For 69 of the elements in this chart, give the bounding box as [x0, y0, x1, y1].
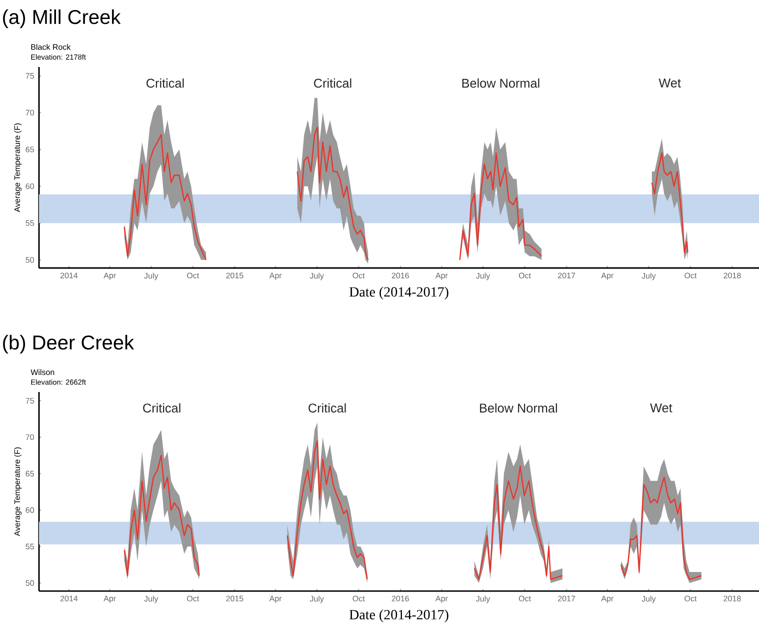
y-tick-label: 50 — [26, 580, 34, 586]
x-tick-label: July — [310, 272, 324, 280]
x-tick-label: 2018 — [724, 596, 741, 602]
x-tick-label: Apr — [601, 272, 614, 280]
x-tick-label: July — [476, 596, 490, 604]
y-axis-title: Average Temperature (F) — [14, 123, 22, 212]
y-axis-title: Average Temperature (F) — [14, 447, 22, 536]
line-series — [124, 454, 200, 576]
y-tick-label: 75 — [26, 398, 34, 404]
x-tick-label: 2017 — [558, 596, 576, 602]
x-tick-label: 2014 — [60, 596, 78, 602]
x-tick-label: Apr — [269, 272, 282, 280]
x-tick-label: 2016 — [392, 272, 409, 278]
x-tick-label: Oct — [187, 272, 200, 278]
x-tick-label: 2014 — [60, 272, 78, 278]
annotation: Below Normal — [480, 403, 557, 413]
y-tick-label: 70 — [26, 434, 34, 440]
x-tick-label: 2016 — [392, 596, 409, 602]
y-tick-label: 65 — [26, 470, 34, 476]
chart-title: (a) Mill Creek — [3, 9, 121, 28]
x-tick-label: July — [310, 596, 324, 604]
x-tick-label: July — [476, 272, 490, 280]
annotation: Wet — [650, 403, 672, 412]
x-tick-label: Oct — [684, 596, 697, 602]
line-series — [474, 466, 564, 580]
x-tick-label: Apr — [269, 596, 282, 603]
x-tick-label: Apr — [104, 596, 116, 603]
y-tick-label: 55 — [26, 220, 34, 226]
annotation: Below Normal — [462, 78, 540, 88]
y-tick-label: 65 — [26, 146, 34, 152]
x-tick-label: 2017 — [558, 272, 576, 278]
annotation: Critical — [314, 78, 352, 88]
y-tick-label: 60 — [26, 507, 34, 513]
x-tick-label: Oct — [684, 272, 697, 278]
x-tick-label: Apr — [104, 272, 116, 280]
line-series — [124, 134, 207, 260]
x-tick-label: Oct — [187, 596, 200, 602]
annotation: Wet — [658, 78, 681, 88]
x-tick-label: Oct — [518, 272, 531, 278]
line-series — [459, 152, 542, 260]
x-tick-label: 2018 — [724, 272, 741, 278]
x-tick-label: 2015 — [226, 596, 244, 602]
chart-title: (b) Deer Creek — [3, 334, 134, 354]
chart-subtitle: Wilson — [30, 369, 54, 376]
y-tick-label: 60 — [26, 183, 34, 190]
y-tick-label: 75 — [26, 73, 34, 79]
y-tick-label: 50 — [26, 257, 34, 263]
x-tick-label: Oct — [518, 596, 531, 602]
x-tick-label: Apr — [435, 596, 448, 603]
y-tick-label: 70 — [26, 110, 34, 116]
x-axis-title: Date (2014-2017) — [349, 286, 448, 300]
x-tick-label: Oct — [352, 272, 365, 278]
x-axis-title: Date (2014-2017) — [349, 610, 448, 622]
x-tick-label: Apr — [435, 272, 448, 280]
annotation: Critical — [143, 403, 180, 413]
line-series — [651, 152, 688, 254]
annotation: Critical — [146, 78, 184, 88]
chart-subtitle: Black Rock — [31, 44, 71, 50]
annotation: Critical — [308, 403, 346, 413]
x-tick-label: 2015 — [226, 272, 244, 278]
line-series — [620, 476, 702, 580]
x-tick-label: July — [642, 272, 656, 280]
x-tick-label: July — [642, 596, 656, 604]
x-tick-label: Oct — [352, 596, 365, 602]
x-tick-label: July — [144, 596, 158, 604]
line-series — [296, 126, 369, 260]
x-tick-label: July — [144, 272, 158, 280]
x-tick-label: Apr — [601, 596, 614, 603]
y-tick-label: 55 — [26, 544, 34, 550]
